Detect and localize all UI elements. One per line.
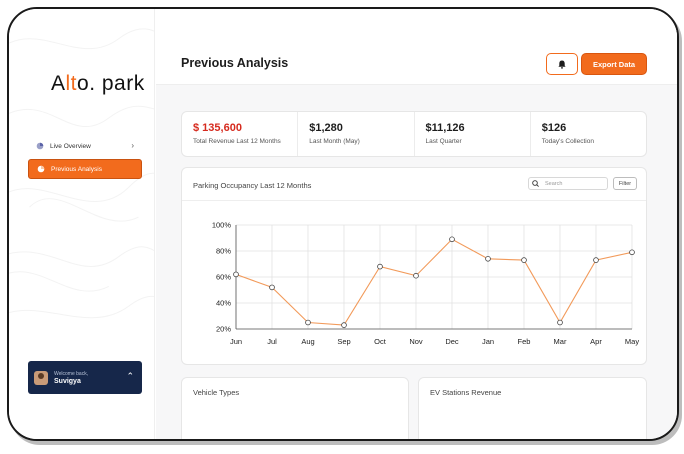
sidebar-item-label: Live Overview	[50, 142, 91, 150]
stats-bar: $ 135,600 Total Revenue Last 12 Months $…	[181, 111, 647, 157]
x-tick-label: Jul	[267, 337, 277, 346]
y-tick-label: 40%	[216, 299, 231, 308]
x-tick-label: Aug	[301, 337, 314, 346]
data-point	[233, 271, 239, 278]
data-point	[341, 322, 347, 328]
occupancy-line-chart: 100% 80% 60% 40% 20% Jun Jul Aug Sep Oct Nov Dec Jan…	[212, 221, 640, 347]
x-tick-label: Mar	[554, 337, 567, 346]
series-line	[235, 238, 633, 326]
stat-label: Total Revenue Last 12 Months	[193, 138, 281, 145]
sidebar-item-previous-analysis[interactable]: Previous Analysis	[28, 159, 142, 179]
stat-value: $11,126	[425, 122, 465, 134]
avatar	[34, 370, 48, 385]
divider	[182, 200, 646, 201]
sidebar-item-label: Previous Analysis	[51, 165, 102, 173]
data-point	[629, 249, 635, 256]
card-title: EV Stations Revenue	[430, 388, 502, 397]
stat-value: $126	[541, 122, 567, 134]
pie-chart-icon	[37, 165, 45, 173]
main-content: Previous Analysis Export Data $ 135,600 …	[156, 9, 677, 439]
app-logo: Alto. park	[51, 72, 145, 96]
chevron-right-icon: ›	[131, 141, 134, 150]
data-point	[413, 272, 419, 279]
search-input[interactable]: Search	[528, 177, 608, 190]
data-point	[305, 319, 311, 326]
stat-label: Today's Collection	[541, 138, 594, 145]
logo-word-park: park	[101, 72, 145, 95]
filter-button[interactable]: Filter	[613, 177, 637, 190]
data-point	[485, 256, 491, 262]
app-window: Alto. park Live Overview › Previous Anal…	[7, 7, 679, 441]
card-title: Vehicle Types	[193, 388, 240, 397]
notifications-button[interactable]	[546, 53, 578, 75]
stat-today-collection: $126 Today's Collection	[531, 112, 646, 156]
y-tick-label: 100%	[212, 221, 232, 230]
chevron-up-icon[interactable]: ⌃	[126, 371, 134, 381]
x-tick-label: Dec	[445, 337, 459, 346]
export-data-button[interactable]: Export Data	[581, 53, 647, 75]
logo-accent: lt	[65, 72, 78, 95]
topographic-background	[9, 28, 154, 319]
x-tick-label: Oct	[374, 337, 387, 346]
user-card[interactable]: Welcome back, Suvigya ⌃	[28, 361, 142, 394]
logo-letter-a: A	[51, 72, 66, 95]
y-tick-label: 80%	[216, 247, 231, 256]
x-tick-label: Jun	[230, 337, 242, 346]
x-tick-label: Feb	[518, 337, 531, 346]
logo-letter-o: o	[77, 72, 90, 95]
x-tick-label: Apr	[590, 337, 602, 346]
data-point	[593, 257, 599, 263]
stat-total-revenue: $ 135,600 Total Revenue Last 12 Months	[182, 112, 299, 156]
stat-last-month: $1,280 Last Month (May)	[298, 112, 415, 156]
vehicle-types-card: Vehicle Types	[181, 377, 409, 439]
header: Previous Analysis Export Data	[156, 9, 677, 85]
user-name: Suvigya	[54, 377, 81, 385]
search-placeholder: Search	[545, 180, 563, 187]
sidebar-item-live-overview[interactable]: Live Overview ›	[28, 136, 142, 156]
x-tick-label: May	[625, 337, 639, 346]
search-icon	[532, 180, 539, 187]
sidebar: Alto. park Live Overview › Previous Anal…	[9, 9, 155, 439]
chart-title: Parking Occupancy Last 12 Months	[193, 181, 312, 190]
x-tick-label: Sep	[337, 337, 350, 346]
stat-label: Last Quarter	[425, 138, 462, 145]
data-point	[269, 284, 275, 291]
x-tick-label: Jan	[482, 337, 494, 346]
stat-value: $1,280	[309, 122, 343, 134]
data-point	[521, 257, 527, 263]
occupancy-chart-card: Parking Occupancy Last 12 Months Search …	[181, 167, 647, 365]
y-tick-label: 20%	[216, 325, 231, 334]
data-point	[557, 319, 563, 326]
stat-label: Last Month (May)	[309, 138, 360, 145]
ev-stations-revenue-card: EV Stations Revenue	[418, 377, 647, 439]
welcome-text: Welcome back,	[54, 370, 89, 377]
y-tick-label: 60%	[216, 273, 231, 282]
logo-dot: .	[89, 72, 102, 95]
data-point	[449, 236, 455, 243]
x-tick-label: Nov	[409, 337, 423, 346]
bell-icon	[558, 57, 566, 72]
data-point	[377, 263, 383, 270]
stat-value: $ 135,600	[193, 122, 242, 134]
stat-last-quarter: $11,126 Last Quarter	[415, 112, 531, 156]
pie-chart-icon	[36, 142, 44, 150]
page-title: Previous Analysis	[181, 56, 289, 70]
